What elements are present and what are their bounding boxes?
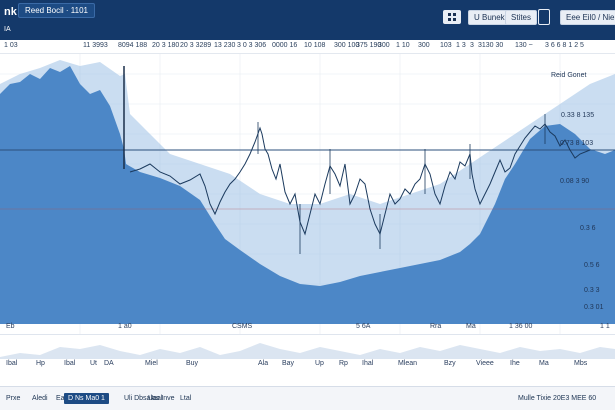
month-label: Ihe	[510, 360, 520, 367]
month-label: DA	[104, 360, 114, 367]
ticker-cell[interactable]: 103	[440, 42, 452, 49]
area-series	[0, 66, 615, 324]
month-label: Bay	[282, 360, 295, 367]
month-label: Bzy	[444, 360, 456, 367]
settings-button[interactable]: Eee Eil0 / Nie	[560, 10, 615, 25]
candle-wicks	[257, 114, 546, 254]
footer-status: Mulle Tixie 20E3 MEE 60	[518, 395, 597, 402]
ticker-cell[interactable]: 300	[418, 42, 430, 49]
month-label: Ala	[258, 360, 269, 367]
x-axis-label: Eb	[6, 323, 15, 330]
brand-name: nk	[4, 6, 17, 18]
ticker-cell[interactable]: 1 10	[396, 42, 410, 49]
month-label: Ihal	[362, 360, 374, 367]
header-bar: nk Reed Bocil · 1101 IA U Bunek Stites E…	[0, 0, 615, 40]
footer-tab[interactable]: Eau	[56, 395, 69, 402]
x-axis-label: CSMS	[232, 323, 253, 330]
chart-label-top-right: Reid Gonet	[551, 72, 587, 79]
x-axis-label: 1 1	[600, 323, 610, 330]
footer-tab[interactable]: Uli Dbsalas Inve	[124, 395, 175, 402]
month-label: Up	[315, 360, 324, 367]
ticker-cell[interactable]: 375 190	[356, 42, 382, 49]
ticker-cell[interactable]: 20 3 3289	[180, 42, 212, 49]
price-tag: 0.33 8 135	[561, 112, 595, 119]
ticker-cell[interactable]: 3 6 6 8 1 2 5	[545, 42, 584, 49]
volume-panel[interactable]: Ibal Hp Ibal Ut DA Miel Buy Ala Bay Up R…	[0, 334, 615, 384]
ticker-cell[interactable]: 3130 30	[478, 42, 504, 49]
phone-icon[interactable]	[538, 9, 550, 25]
ticker-row: 1 03 11 3993 8094 188 20 3 180 20 3 3289…	[0, 40, 615, 54]
ticker-cell[interactable]: 130 ~	[515, 42, 533, 49]
header-subtitle: IA	[4, 26, 11, 33]
month-label: Mlean	[398, 360, 418, 367]
footer-tab-active[interactable]: D Ns Ma0 1	[64, 393, 109, 404]
candlesticks	[129, 123, 591, 236]
footer-tab[interactable]: Uaal	[148, 395, 163, 402]
ticker-cell[interactable]: 8094 188	[118, 42, 148, 49]
footer-tab[interactable]: Ltal	[180, 395, 192, 402]
x-axis-label: 1 36 00	[509, 323, 533, 330]
price-tag: 0.3 3	[584, 287, 600, 294]
ticker-cell[interactable]: 13 230	[214, 42, 236, 49]
ticker-cell[interactable]: 11 3993	[83, 42, 108, 49]
ticker-cell[interactable]: 3 0 3 306	[237, 42, 267, 49]
ticker-cell[interactable]: 1 3	[456, 42, 466, 49]
month-label: Hp	[36, 360, 45, 367]
price-tag: 0.73 8 103	[560, 140, 594, 147]
ticker-cell[interactable]: 300	[378, 42, 390, 49]
ticker-cell[interactable]: 300 100	[334, 42, 360, 49]
ticker-cell[interactable]: 20 3 180	[152, 42, 180, 49]
ticker-cell[interactable]: 10 108	[304, 42, 326, 49]
x-axis-label: 5 6A	[356, 323, 371, 330]
volume-sparkline	[0, 343, 615, 359]
footer-tab[interactable]: Prxe	[6, 395, 21, 402]
month-label: Ibal	[64, 360, 76, 367]
month-label: Ibal	[6, 360, 18, 367]
x-axis-label: 1 a0	[118, 323, 132, 330]
month-label: Mbs	[574, 360, 588, 367]
month-label: Ut	[90, 360, 97, 367]
grid-icon[interactable]	[443, 10, 461, 24]
x-axis-label: Ma	[466, 323, 476, 330]
footer-tab[interactable]: Aledi	[32, 395, 48, 402]
ticker-cell[interactable]: 1 03	[4, 42, 18, 49]
month-label: Rp	[339, 360, 348, 367]
month-label: Buy	[186, 360, 199, 367]
price-tag: 0.3 01	[584, 304, 604, 311]
ticker-cell[interactable]: 0000 16	[272, 42, 298, 49]
sites-button[interactable]: Stites	[505, 10, 538, 25]
month-label: Vieee	[476, 360, 494, 367]
ticker-cell[interactable]: 3	[470, 42, 474, 49]
month-label: Ma	[539, 360, 549, 367]
x-axis-label: Rra	[430, 323, 442, 330]
price-tag: 0.08 3 90	[560, 178, 590, 185]
price-tag: 0.3 6	[580, 225, 596, 232]
footer-bar: Prxe Aledi Eau D Ns Ma0 1 Uli Dbsalas In…	[0, 386, 615, 410]
price-tag: 0.5 6	[584, 262, 600, 269]
price-chart[interactable]	[0, 54, 615, 334]
month-label: Miel	[145, 360, 158, 367]
symbol-selector[interactable]: Reed Bocil · 1101	[18, 3, 95, 18]
